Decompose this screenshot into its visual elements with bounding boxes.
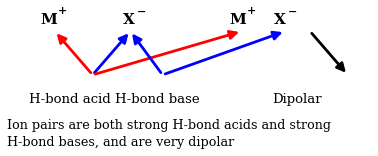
Text: Ion pairs are both strong H-bond acids and strong: Ion pairs are both strong H-bond acids a… [7,119,331,132]
Text: H-bond base: H-bond base [115,93,199,106]
Text: X: X [122,13,135,27]
Text: M: M [230,13,246,27]
Text: X: X [274,13,286,27]
Text: Dipolar: Dipolar [272,93,322,106]
Text: −: − [288,5,297,16]
Text: −: − [137,5,146,16]
Text: H-bond bases, and are very dipolar: H-bond bases, and are very dipolar [7,136,234,149]
Text: +: + [58,5,67,16]
Text: +: + [247,5,256,16]
Text: H-bond acid: H-bond acid [29,93,111,106]
Text: M: M [41,13,57,27]
